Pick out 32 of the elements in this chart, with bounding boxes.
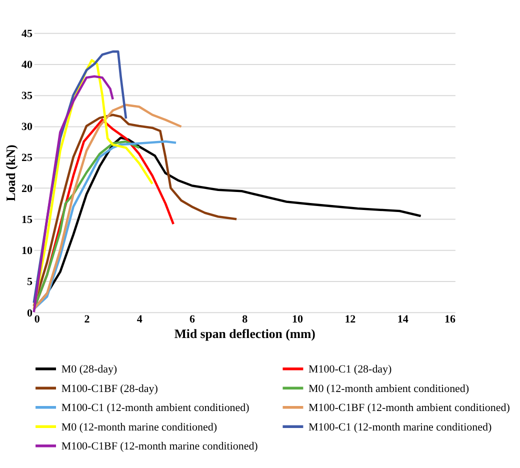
x-tick-label: 6 bbox=[190, 314, 196, 326]
x-tick-label: 2 bbox=[84, 314, 90, 326]
legend-label: M0 (28-day) bbox=[61, 364, 118, 376]
y-tick-label: 35 bbox=[22, 90, 34, 102]
legend-label: M100-C1 (12-month ambient conditioned) bbox=[61, 402, 250, 414]
legend-label: M0 (12-month marine conditioned) bbox=[61, 421, 218, 434]
line-series bbox=[32, 59, 154, 310]
x-tick-label: 14 bbox=[397, 314, 409, 326]
legend-label: M100-C1BF (12-month marine conditioned) bbox=[61, 440, 258, 452]
x-tick-label: 4 bbox=[136, 314, 143, 326]
x-tick-label: 10 bbox=[292, 314, 304, 326]
y-tick-label: 10 bbox=[22, 245, 34, 258]
y-axis-title: Load (kN) bbox=[4, 144, 18, 202]
line-series bbox=[32, 50, 128, 304]
y-tick-label: 15 bbox=[22, 214, 34, 226]
x-tick-label: 12 bbox=[344, 314, 356, 326]
legend-label: M100-C1BF (28-day) bbox=[61, 382, 158, 395]
x-tick-label: 8 bbox=[242, 314, 248, 326]
line-series bbox=[32, 75, 114, 314]
legend-label: M100-C1 (12-month marine conditioned) bbox=[308, 421, 492, 434]
x-axis-title: Mid span deflection (mm) bbox=[174, 327, 316, 342]
legend-label: M100-C1BF (12-month ambient conditioned) bbox=[308, 402, 510, 414]
y-tick-label: 40 bbox=[22, 59, 34, 72]
line-series bbox=[32, 114, 238, 308]
legend-label: M0 (12-month ambient conditioned) bbox=[308, 382, 470, 395]
legend-label: M100-C1 (28-day) bbox=[308, 364, 392, 376]
y-tick-label: 30 bbox=[22, 121, 34, 134]
y-tick-label: 25 bbox=[22, 152, 34, 164]
y-tick-label: 5 bbox=[27, 276, 34, 288]
x-tick-label: 16 bbox=[444, 314, 456, 326]
y-tick-label: 20 bbox=[22, 183, 34, 196]
y-tick-label: 45 bbox=[22, 28, 34, 40]
